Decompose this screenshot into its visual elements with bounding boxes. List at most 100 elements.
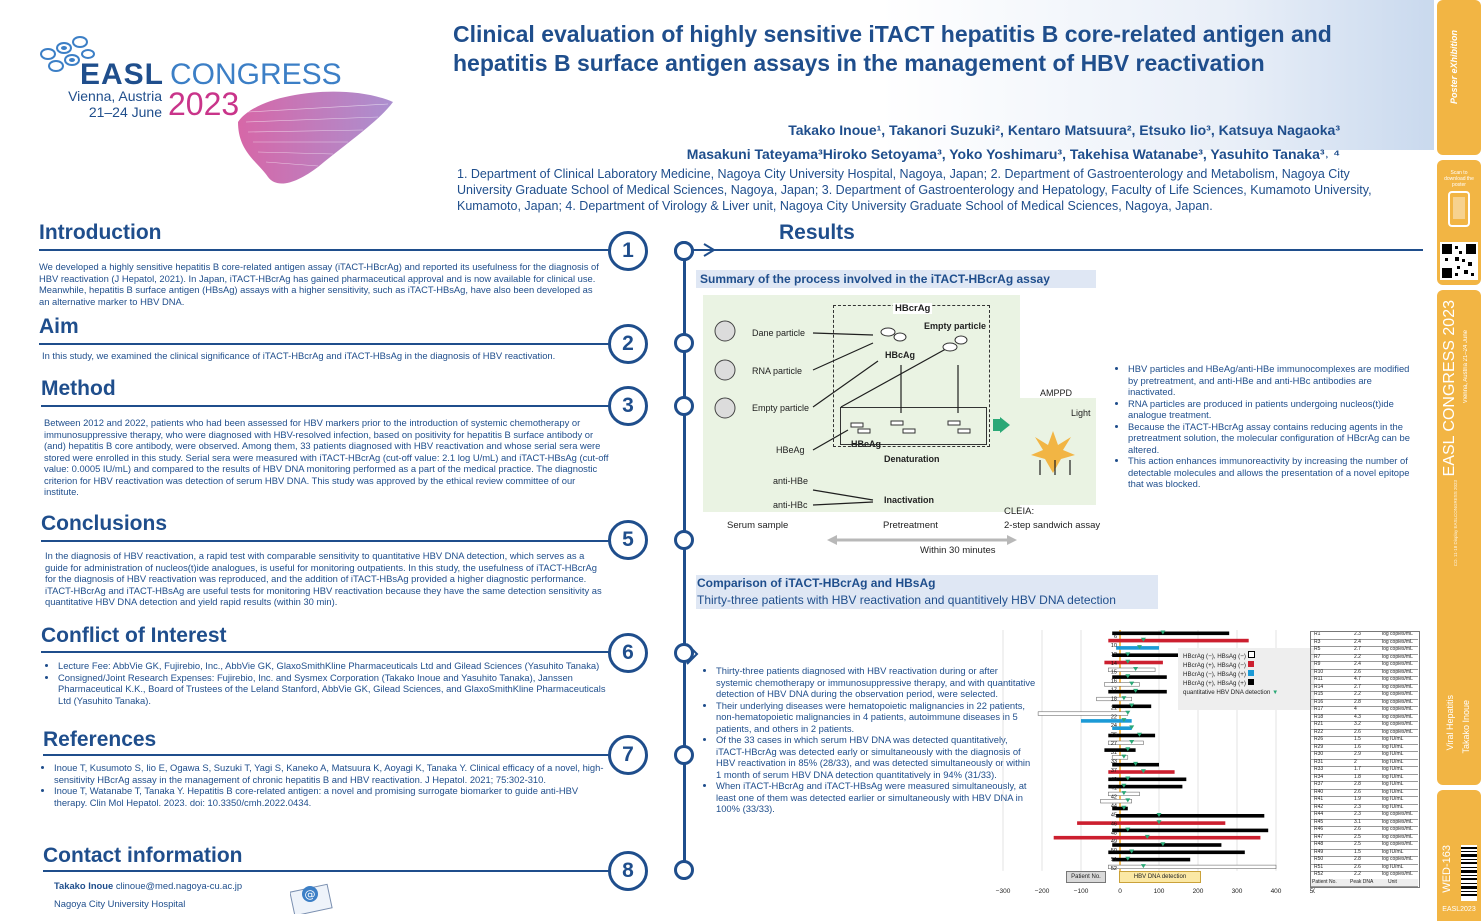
table-row: R1 2.3 log copies/mL	[1310, 631, 1418, 640]
x-tick-label: 500	[1310, 888, 1315, 895]
table-row: R3 2.4 log copies/mL	[1310, 638, 1418, 647]
table-cell: R34	[1314, 773, 1324, 780]
label-pretreatment: Pretreatment	[883, 520, 938, 531]
easl-logo-icon	[40, 36, 95, 72]
table-cell: R31	[1314, 758, 1324, 765]
patient-label: 10	[1111, 643, 1117, 649]
table-cell: 1.8	[1354, 773, 1361, 780]
qr-code-icon[interactable]	[1440, 242, 1478, 280]
dna-detection-marker	[1129, 740, 1135, 744]
table-cell: R17	[1314, 706, 1324, 712]
table-row: R44 2.3 log copies/mL	[1310, 811, 1418, 820]
table-cell: R33	[1314, 766, 1324, 772]
dna-detection-marker	[1129, 681, 1135, 686]
table-cell: R18	[1314, 713, 1324, 720]
intro-text: We developed a highly sensitive hepatiti…	[39, 261, 599, 307]
label-rna-particle: RNA particle	[752, 366, 803, 376]
patient-label: 52	[1111, 866, 1117, 872]
reactivation-chart: −300 −200 −100 0 100 200 300 400 500 6 10 12 14 15 16 1…	[996, 630, 1315, 895]
table-cell: 4.7	[1354, 676, 1361, 682]
table-cell: log IU/mL	[1382, 743, 1404, 750]
table-row: R9 2.4 log copies/mL	[1310, 661, 1418, 670]
table-cell: R48	[1314, 841, 1324, 847]
process-diagram-bg	[703, 295, 1020, 512]
table-cell: 4	[1354, 706, 1357, 712]
comparison-bullet: Their underlying diseases were hematopoi…	[716, 700, 1036, 735]
authors-line2: Masakuni Tateyama³Hiroko Setoyama³, Yoko…	[686, 146, 1340, 162]
contact-email[interactable]: clinoue@med.nagoya-cu.ac.jp	[115, 880, 243, 891]
chart-bar	[1104, 748, 1136, 752]
label-hbcrag-box: HBcrAg	[893, 303, 933, 314]
chart-bar	[1116, 814, 1265, 818]
chart-bar	[1112, 843, 1222, 847]
sidebar-qr-block: Scan to download the poster	[1437, 160, 1481, 285]
dna-detection-marker	[1133, 688, 1139, 693]
conclusions-heading: Conclusions	[41, 512, 168, 535]
patient-label: 24	[1111, 723, 1117, 729]
table-row: R7 2.2 log copies/mL	[1310, 653, 1418, 662]
table-cell: log IU/mL	[1382, 796, 1404, 802]
process-bullet: RNA particles are produced in patients u…	[1128, 398, 1419, 421]
x-tick-label: 0	[1118, 888, 1122, 895]
table-cell: log copies/mL	[1382, 841, 1413, 847]
coi-rule	[41, 651, 613, 653]
sidebar-id-block: WED-163 EASL2023	[1437, 790, 1481, 921]
table-cell: R22	[1314, 728, 1324, 735]
table-cell: log copies/mL	[1382, 676, 1413, 682]
dna-detection-marker	[1137, 645, 1142, 650]
patient-label: 31	[1111, 750, 1117, 756]
patient-label: 17	[1111, 688, 1117, 694]
table-cell: 2.8	[1354, 856, 1361, 862]
label-cleia: CLEIA:	[1004, 506, 1035, 517]
coi-item: Lecture Fee: AbbVie GK, Fujirebio, Inc.,…	[58, 660, 609, 672]
table-row: R50 2.8 log copies/mL	[1310, 856, 1418, 865]
table-cell: 4.3	[1354, 713, 1361, 720]
table-cell: R51	[1314, 863, 1324, 870]
dna-detection-marker	[1140, 637, 1146, 642]
patient-label: 49	[1111, 839, 1117, 845]
logo-easl: EASL	[80, 58, 165, 91]
table-row: R14 2.7 log copies/mL	[1310, 684, 1418, 692]
chart-bar	[1112, 726, 1132, 730]
table-row: R49 1.5 log IU/mL	[1310, 848, 1418, 857]
chart-bar	[1104, 660, 1163, 665]
comparison-bullet: Thirty-three patients diagnosed with HBV…	[716, 665, 1036, 700]
table-cell: log IU/mL	[1382, 863, 1404, 870]
dna-detection-marker	[1129, 849, 1135, 854]
table-cell: 2.7	[1354, 646, 1361, 652]
legend-item: HBcrAg (+), HBsAg (−)	[1183, 661, 1309, 670]
patient-label: 33	[1111, 759, 1117, 765]
dna-detection-marker	[1125, 827, 1131, 832]
table-cell: R11	[1314, 676, 1323, 682]
table-cell: log copies/mL	[1382, 856, 1413, 862]
table-cell: log copies/mL	[1382, 661, 1413, 667]
table-cell: log IU/mL	[1382, 766, 1404, 772]
table-row: R26 1.5 log IU/mL	[1310, 736, 1418, 745]
timeline-node-8	[674, 860, 694, 880]
table-row: R21 3.2 log copies/mL	[1310, 721, 1418, 730]
chart-bar	[1108, 740, 1144, 745]
method-heading: Method	[41, 377, 116, 400]
dna-detection-marker	[1121, 696, 1127, 701]
table-cell: R47	[1314, 833, 1324, 840]
table-cell: log IU/mL	[1382, 848, 1404, 855]
table-cell: R52	[1314, 871, 1324, 877]
table-cell: 3.2	[1354, 721, 1361, 727]
table-cell: 2.5	[1354, 833, 1361, 840]
contact-rule	[43, 870, 613, 872]
section-number-3: 3	[608, 386, 648, 426]
table-cell: R44	[1314, 811, 1324, 817]
legend-item: quantitative HBV DNA detection ▼	[1183, 689, 1279, 696]
patient-label: 44	[1111, 804, 1117, 810]
table-cell: 2.3	[1354, 803, 1361, 810]
comparison-header-bg	[696, 575, 1158, 609]
table-cell: R3	[1314, 638, 1321, 645]
comparison-arrow-icon	[686, 643, 699, 665]
table-cell: 2.2	[1354, 653, 1361, 660]
label-denaturation: Denaturation	[884, 454, 940, 464]
dna-detection-marker	[1133, 667, 1139, 671]
table-cell: R50	[1314, 856, 1324, 862]
patient-label: 41	[1111, 786, 1117, 792]
table-cell: 2.9	[1354, 751, 1361, 757]
table-row: R34 1.8 log IU/mL	[1310, 773, 1418, 782]
